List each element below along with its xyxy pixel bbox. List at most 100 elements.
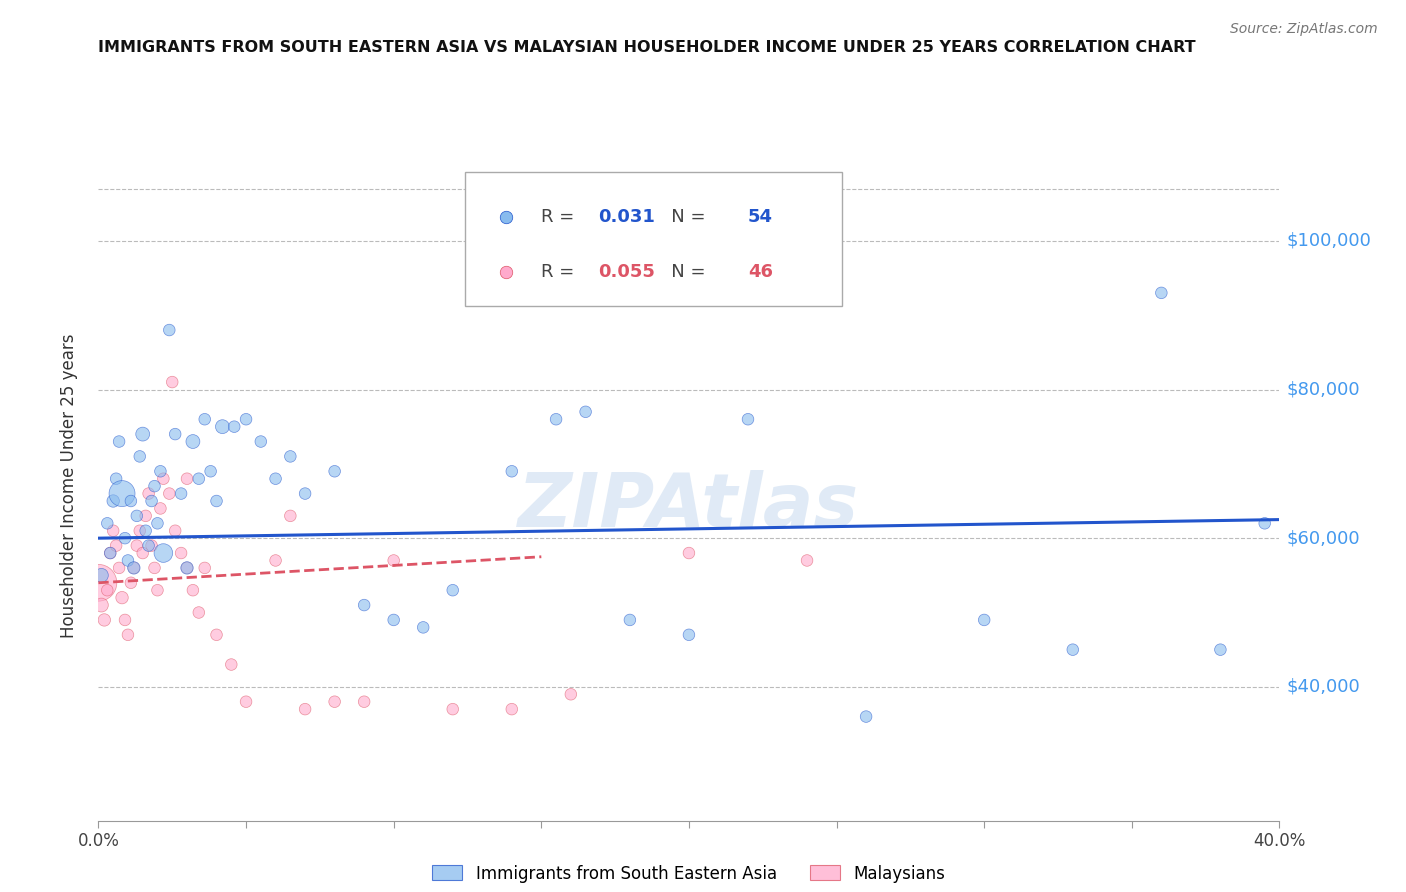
Point [382,553,405,567]
Legend: Immigrants from South Eastern Asia, Malaysians: Immigrants from South Eastern Asia, Mala… [426,858,952,889]
Point [165,524,187,538]
Text: R =: R = [541,263,581,281]
Point [141,539,163,553]
Point [353,695,375,709]
Point [90,568,112,582]
Point [205,628,228,642]
Point [323,464,346,478]
Point [162,375,183,389]
Point [114,613,136,627]
Point [973,613,995,627]
Point [143,479,166,493]
Text: $80,000: $80,000 [1286,381,1360,399]
Point [187,472,209,486]
Point [128,450,150,464]
Point [132,546,155,560]
Point [111,486,134,500]
Point [181,434,204,449]
Point [120,494,142,508]
Point [125,539,148,553]
Point [117,553,139,567]
Point [98,546,121,560]
Point [157,486,180,500]
Point [117,628,139,642]
Point [574,405,596,419]
Point [187,606,209,620]
Point [441,702,464,716]
Point [181,583,204,598]
Point [170,486,193,500]
Point [1062,642,1084,657]
Point [200,464,222,478]
Text: Source: ZipAtlas.com: Source: ZipAtlas.com [1230,22,1378,37]
Point [176,472,198,486]
Point [114,531,136,545]
Point [157,323,180,337]
Text: R =: R = [541,208,581,226]
Text: N =: N = [654,263,711,281]
Text: 54: 54 [748,208,773,226]
Point [619,613,641,627]
Point [108,561,131,575]
Point [441,583,464,598]
Point [143,561,166,575]
Text: $60,000: $60,000 [1286,529,1360,547]
Point [108,434,131,449]
Point [250,434,273,449]
Point [412,620,434,634]
Point [194,412,217,426]
Point [1150,285,1173,300]
Point [87,575,110,590]
Point [176,561,198,575]
Point [96,516,118,531]
Point [111,591,134,605]
Point [205,494,228,508]
Point [103,494,125,508]
Point [278,450,302,464]
Point [146,516,169,531]
Point [152,546,174,560]
Y-axis label: Householder Income Under 25 years: Householder Income Under 25 years [59,334,77,639]
Point [103,524,125,538]
Point [194,561,217,575]
Point [138,539,160,553]
Point [141,494,163,508]
Point [105,472,128,486]
Point [211,419,233,434]
Point [152,472,174,486]
Point [93,613,115,627]
Point [105,539,128,553]
Point [138,486,160,500]
Point [165,427,187,442]
Point [560,687,582,701]
Point [264,472,287,486]
Point [170,546,193,560]
Point [219,657,242,672]
Point [678,628,700,642]
Point [128,524,150,538]
Point [125,508,148,523]
Point [501,702,523,716]
Point [235,412,257,426]
Point [264,553,287,567]
Point [737,412,759,426]
Text: $40,000: $40,000 [1286,678,1360,696]
Point [135,524,157,538]
Text: 0.031: 0.031 [598,208,655,226]
Point [382,613,405,627]
Point [98,546,121,560]
Text: ZIPAtlas: ZIPAtlas [519,470,859,542]
Point [278,508,302,523]
Point [149,464,172,478]
Text: IMMIGRANTS FROM SOUTH EASTERN ASIA VS MALAYSIAN HOUSEHOLDER INCOME UNDER 25 YEAR: IMMIGRANTS FROM SOUTH EASTERN ASIA VS MA… [98,40,1197,55]
Point [96,583,118,598]
Point [146,583,169,598]
Point [149,501,172,516]
Text: 0.055: 0.055 [598,263,655,281]
Point [132,427,155,442]
Point [135,508,157,523]
Point [855,709,877,723]
Point [294,486,316,500]
FancyBboxPatch shape [464,171,842,305]
Text: N =: N = [654,208,711,226]
